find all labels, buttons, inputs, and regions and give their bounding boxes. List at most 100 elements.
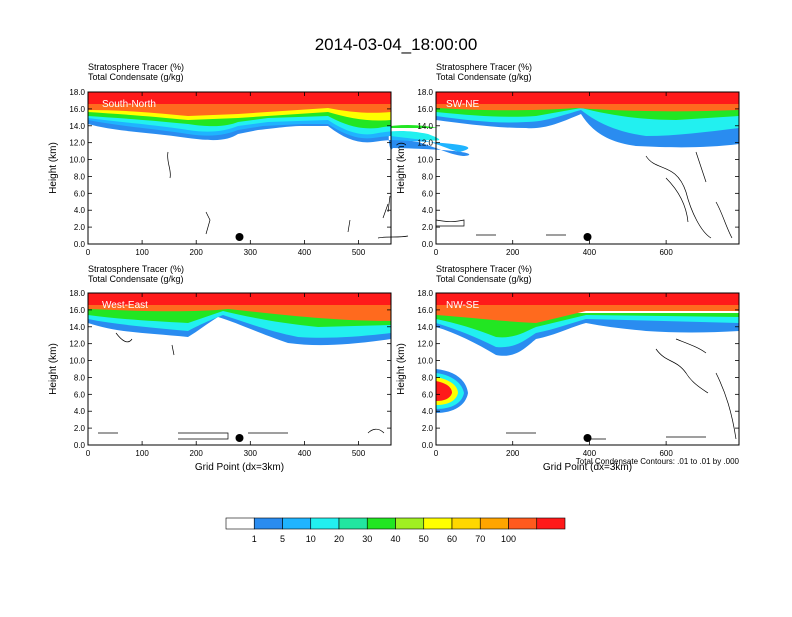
y-tick-label: 18.0 bbox=[69, 289, 85, 298]
y-tick-label: 4.0 bbox=[422, 407, 434, 416]
x-tick-label: 400 bbox=[583, 449, 597, 458]
colorbar-swatch bbox=[310, 517, 340, 530]
colorbar-label: 60 bbox=[447, 534, 457, 544]
y-tick-label: 0.0 bbox=[74, 441, 86, 450]
y-tick-label: 0.0 bbox=[422, 240, 434, 249]
colorbar-swatch bbox=[282, 517, 312, 530]
colorbar-swatch bbox=[225, 517, 255, 530]
panel-label: South-North bbox=[102, 99, 156, 110]
x-tick-label: 0 bbox=[434, 248, 439, 257]
x-tick-label: 0 bbox=[86, 248, 91, 257]
y-tick-label: 0.0 bbox=[74, 240, 86, 249]
plot-frame bbox=[435, 292, 740, 446]
x-tick-label: 600 bbox=[659, 449, 673, 458]
x-tick-label: 300 bbox=[244, 248, 258, 257]
y-tick-label: 8.0 bbox=[422, 373, 434, 382]
panel-header-line1: Stratosphere Tracer (%) bbox=[88, 264, 184, 274]
x-axis-label: Grid Point (dx=3km) bbox=[543, 462, 632, 473]
y-tick-label: 4.0 bbox=[422, 206, 434, 215]
panel-axes: 0.0 2.0 4.0 6.0 8.0 10.0 12.0 14.0 16.0 18.0 0 100 2… bbox=[48, 88, 392, 257]
y-axis-label: Height (km) bbox=[48, 343, 59, 395]
condensate-contours bbox=[167, 151, 409, 239]
y-tick-label: 2.0 bbox=[422, 424, 434, 433]
colorbar-swatch bbox=[338, 517, 368, 530]
y-tick-label: 12.0 bbox=[417, 340, 433, 349]
colorbar: 1 5 10 20 30 40 50 60 70 100 bbox=[225, 517, 566, 544]
panel-sw-ne: Stratosphere Tracer (%) Total Condensate… bbox=[396, 62, 740, 257]
panel-axes: 0.0 2.0 4.0 6.0 8.0 10.0 12.0 14.0 16.0 18.0 0 100 2… bbox=[48, 289, 392, 473]
colorbar-swatch bbox=[366, 517, 396, 530]
colorbar-label: 20 bbox=[334, 534, 344, 544]
colorbar-swatch bbox=[479, 517, 509, 530]
colorbar-label: 40 bbox=[390, 534, 400, 544]
colorbar-label: 5 bbox=[280, 534, 285, 544]
figure-title: 2014-03-04_18:00:00 bbox=[315, 35, 478, 54]
y-tick-label: 18.0 bbox=[417, 88, 433, 97]
y-tick-label: 12.0 bbox=[69, 139, 85, 148]
colorbar-label: 70 bbox=[475, 534, 485, 544]
colorbar-swatch bbox=[395, 517, 425, 530]
y-tick-label: 10.0 bbox=[69, 357, 85, 366]
condensate-contours bbox=[435, 151, 733, 239]
condensate-contours bbox=[506, 338, 737, 440]
x-tick-label: 100 bbox=[135, 248, 149, 257]
x-tick-label: 500 bbox=[352, 449, 366, 458]
panel-header-line2: Total Condensate (g/kg) bbox=[436, 72, 532, 82]
x-tick-label: 100 bbox=[135, 449, 149, 458]
colorbar-swatch bbox=[536, 517, 566, 530]
colorbar-label: 10 bbox=[306, 534, 316, 544]
colorbar-swatch bbox=[508, 517, 538, 530]
y-tick-label: 14.0 bbox=[69, 323, 85, 332]
x-tick-label: 400 bbox=[583, 248, 597, 257]
tracer-blob-red bbox=[436, 381, 452, 401]
panel-nw-se: Stratosphere Tracer (%) Total Condensate… bbox=[396, 264, 740, 473]
colorbar-label: 50 bbox=[419, 534, 429, 544]
y-tick-label: 6.0 bbox=[422, 390, 434, 399]
panel-label: West-East bbox=[102, 300, 148, 311]
x-tick-label: 200 bbox=[506, 449, 520, 458]
x-tick-label: 500 bbox=[352, 248, 366, 257]
panel-header-line1: Stratosphere Tracer (%) bbox=[88, 62, 184, 72]
panel-south-north: Stratosphere Tracer (%) Total Condensate… bbox=[48, 62, 470, 257]
y-tick-label: 2.0 bbox=[74, 424, 86, 433]
plot-frame bbox=[87, 91, 392, 245]
location-marker bbox=[235, 434, 244, 442]
x-tick-label: 300 bbox=[244, 449, 258, 458]
y-tick-label: 2.0 bbox=[74, 223, 86, 232]
footnote: Total Condensate Contours: .01 to .01 by… bbox=[576, 457, 740, 466]
y-tick-label: 0.0 bbox=[422, 441, 434, 450]
location-marker bbox=[235, 233, 244, 241]
x-tick-label: 0 bbox=[86, 449, 91, 458]
plot-frame bbox=[435, 91, 740, 245]
y-tick-label: 8.0 bbox=[74, 373, 86, 382]
panel-west-east: Stratosphere Tracer (%) Total Condensate… bbox=[48, 264, 392, 473]
panel-header-line2: Total Condensate (g/kg) bbox=[88, 72, 184, 82]
x-tick-label: 400 bbox=[298, 248, 312, 257]
y-tick-label: 8.0 bbox=[422, 172, 434, 181]
colorbar-label: 30 bbox=[362, 534, 372, 544]
colorbar-label: 1 bbox=[252, 534, 257, 544]
y-tick-label: 10.0 bbox=[417, 357, 433, 366]
y-tick-label: 6.0 bbox=[74, 189, 86, 198]
x-tick-label: 0 bbox=[434, 449, 439, 458]
y-tick-label: 14.0 bbox=[417, 323, 433, 332]
panel-axes: 0.0 2.0 4.0 6.0 8.0 10.0 12.0 14.0 16.0 18.0 0 200 4… bbox=[396, 289, 740, 473]
y-axis-label: Height (km) bbox=[396, 343, 407, 395]
x-tick-label: 200 bbox=[506, 248, 520, 257]
condensate-contours bbox=[98, 332, 385, 440]
y-axis-label: Height (km) bbox=[48, 142, 59, 194]
y-tick-label: 6.0 bbox=[422, 189, 434, 198]
y-tick-label: 16.0 bbox=[417, 105, 433, 114]
colorbar-label: 100 bbox=[501, 534, 516, 544]
y-tick-label: 16.0 bbox=[417, 306, 433, 315]
panel-label: NW-SE bbox=[446, 300, 479, 311]
y-tick-label: 12.0 bbox=[417, 139, 433, 148]
colorbar-swatch bbox=[451, 517, 481, 530]
y-tick-label: 10.0 bbox=[69, 156, 85, 165]
x-tick-label: 400 bbox=[298, 449, 312, 458]
y-axis-label: Height (km) bbox=[396, 142, 407, 194]
tracer-band-red bbox=[88, 92, 391, 104]
tracer-band-red bbox=[436, 293, 739, 305]
panel-header-line1: Stratosphere Tracer (%) bbox=[436, 62, 532, 72]
y-tick-label: 12.0 bbox=[69, 340, 85, 349]
